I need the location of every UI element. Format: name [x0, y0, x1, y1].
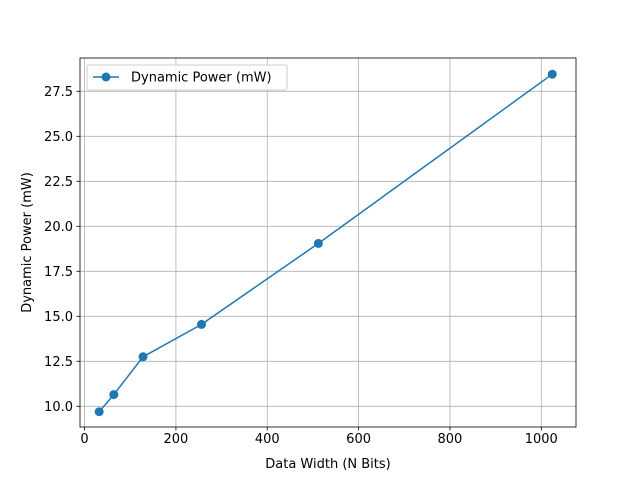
x-tick-label: 800	[438, 432, 463, 447]
data-point	[138, 352, 148, 362]
y-tick-label: 22.5	[44, 175, 73, 190]
data-point	[109, 390, 119, 400]
x-tick-label: 600	[346, 432, 371, 447]
x-tick-label: 200	[163, 432, 188, 447]
y-tick-label: 25.0	[44, 130, 73, 145]
series-layer	[94, 69, 557, 417]
legend: Dynamic Power (mW)	[86, 64, 288, 91]
x-tick-label: 0	[80, 432, 88, 447]
data-point	[313, 238, 323, 248]
ticks: 0 200 400 600 800 1000 10.0 12.5 15.0 17.5 20.0 22.…	[44, 85, 558, 447]
y-tick-label: 27.5	[44, 85, 73, 100]
data-point	[547, 69, 557, 79]
x-tick-label: 1000	[525, 432, 558, 447]
axes-frame	[79, 57, 577, 428]
y-tick-label: 17.5	[44, 265, 73, 280]
data-point	[196, 319, 206, 329]
y-tick-label: 12.5	[44, 355, 73, 370]
x-tick-label: 400	[255, 432, 280, 447]
y-tick-label: 10.0	[44, 400, 73, 415]
grid	[80, 58, 576, 427]
x-axis-label: Data Width (N Bits)	[265, 457, 390, 472]
data-point	[94, 407, 104, 417]
legend-box	[86, 64, 288, 91]
legend-marker-swatch	[101, 72, 111, 82]
y-axis-label: Dynamic Power (mW)	[20, 172, 35, 313]
legend-entry-label: Dynamic Power (mW)	[131, 71, 272, 86]
y-tick-label: 20.0	[44, 220, 73, 235]
y-tick-label: 15.0	[44, 310, 73, 325]
